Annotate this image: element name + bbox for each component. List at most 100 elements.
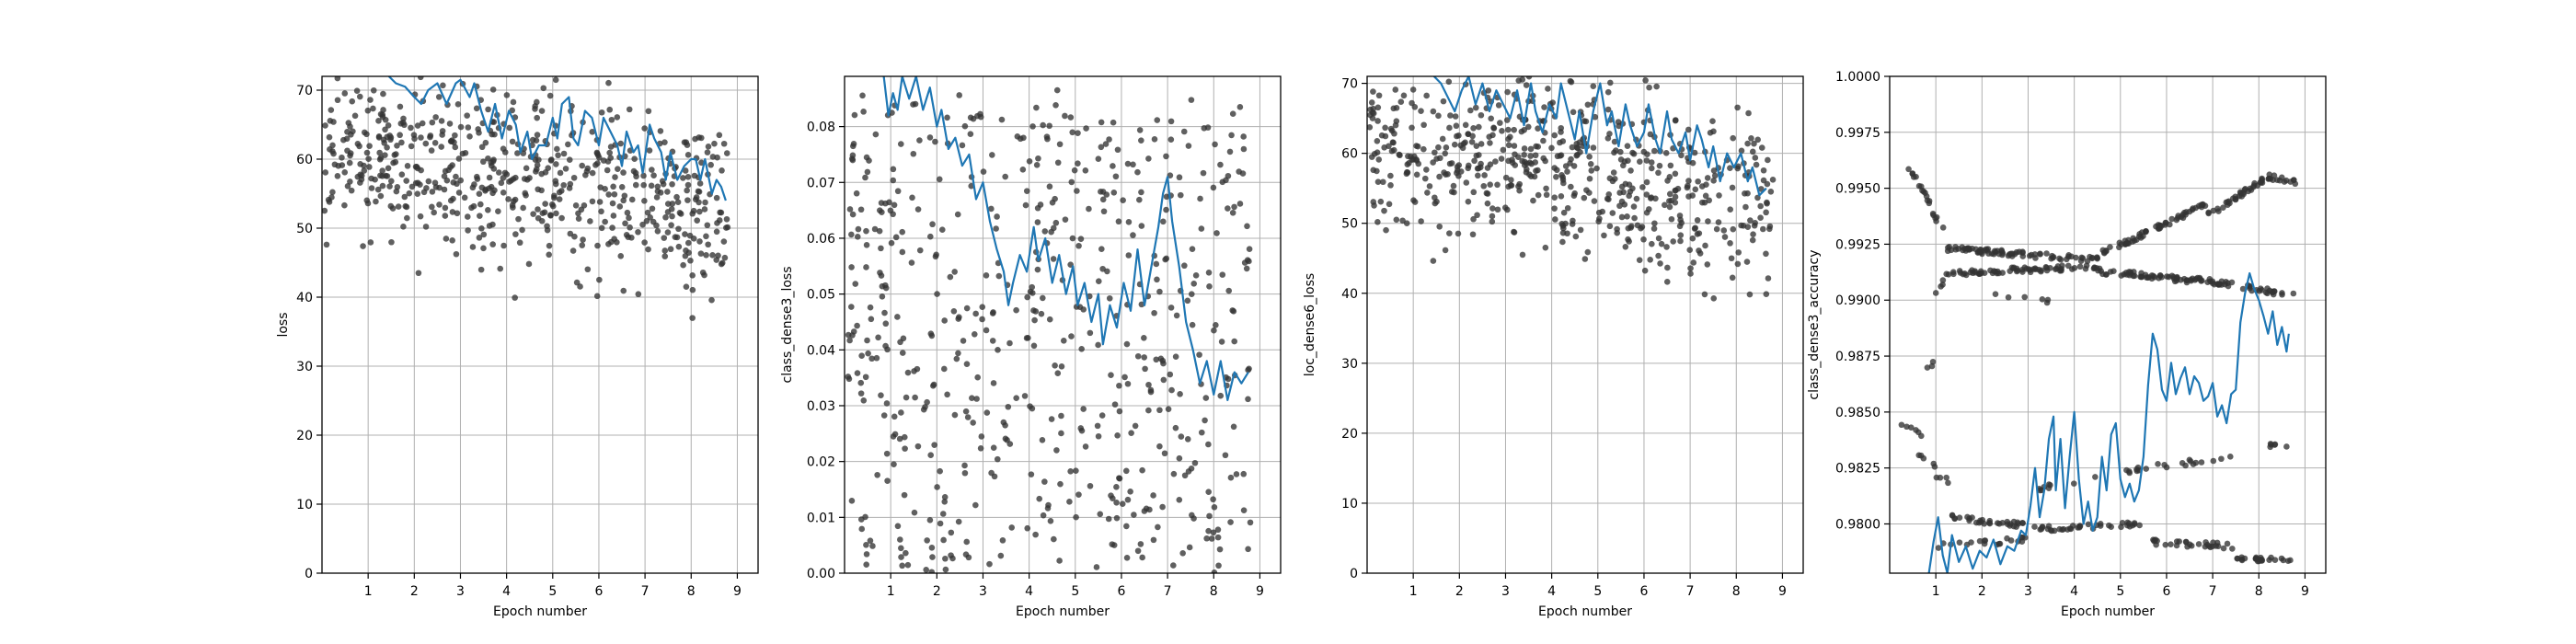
x-tick-label: 5 (1071, 584, 1079, 599)
scatter-point (620, 287, 627, 294)
scatter-point (2225, 198, 2232, 205)
scatter-point (429, 189, 436, 195)
scatter-point (1202, 395, 1210, 401)
scatter-point (1170, 562, 1177, 569)
scatter-point (1114, 432, 1121, 439)
scatter-point (477, 213, 483, 219)
scatter-point (510, 98, 517, 106)
scatter-point (368, 185, 375, 191)
scatter-point (581, 202, 588, 209)
scatter-point (1905, 166, 1912, 173)
scatter-point (897, 339, 903, 346)
scatter-point (635, 228, 641, 236)
scatter-point (1763, 209, 1769, 216)
scatter-point (525, 260, 533, 268)
scatter-point (910, 150, 917, 157)
scatter-point (1030, 342, 1038, 350)
scatter-point (398, 139, 405, 146)
scatter-point (2204, 279, 2211, 285)
scatter-point (453, 250, 460, 258)
scatter-point (1932, 214, 1938, 222)
scatter-point (602, 218, 608, 225)
scatter-point (2143, 228, 2149, 235)
scatter-point (2251, 179, 2258, 187)
scatter-point (714, 220, 720, 226)
scatter-point (457, 177, 465, 184)
scatter-point (1551, 132, 1558, 139)
scatter-point (1557, 153, 1564, 159)
scatter-point (1116, 382, 1122, 389)
scatter-point (1236, 104, 1244, 110)
scatter-point (1487, 140, 1493, 146)
scatter-point (418, 134, 424, 141)
scatter-point (1225, 287, 1233, 294)
scatter-point (1488, 115, 1494, 122)
scatter-point (2058, 267, 2064, 274)
scatter-point (995, 272, 1003, 280)
scatter-point (2031, 523, 2038, 530)
scatter-point (988, 205, 995, 213)
scatter-point (348, 187, 355, 194)
scatter-point (1062, 112, 1068, 120)
scatter-point (1024, 293, 1030, 301)
scatter-point (1112, 173, 1120, 180)
scatter-point (1185, 468, 1192, 475)
scatter-point (961, 462, 968, 469)
scatter-point (1677, 237, 1684, 245)
scatter-point (669, 201, 676, 207)
scatter-point (534, 114, 540, 121)
scatter-point (1470, 189, 1478, 196)
scatter-point (1727, 240, 1733, 247)
scatter-point (449, 209, 456, 215)
scatter-point (890, 177, 897, 184)
scatter-point (1374, 138, 1381, 144)
x-tick-label: 3 (979, 584, 987, 599)
scatter-point (1035, 155, 1041, 162)
y-tick-label: 0 (1350, 567, 1358, 581)
scatter-point (684, 197, 691, 203)
scatter-point (583, 167, 591, 175)
scatter-point (1518, 128, 1525, 135)
scatter-point (452, 144, 459, 151)
scatter-point (901, 491, 908, 499)
scatter-point (979, 304, 986, 311)
scatter-point (1168, 386, 1175, 394)
scatter-point (1504, 88, 1511, 96)
scatter-point (1562, 163, 1570, 169)
scatter-point (2019, 519, 2026, 526)
scatter-point (1369, 115, 1376, 121)
scatter-point (538, 187, 545, 194)
scatter-point (435, 94, 443, 100)
scatter-point (360, 243, 366, 249)
scatter-point (686, 232, 694, 239)
scatter-point (937, 467, 943, 475)
scatter-point (644, 209, 651, 216)
loc-dense6-loss-y-axis-label: loc_dense6_loss (1303, 273, 1317, 376)
scatter-point (450, 179, 457, 186)
scatter-point (1226, 148, 1234, 155)
scatter-point (1938, 283, 1944, 290)
scatter-point (994, 213, 1000, 220)
scatter-point (510, 204, 516, 211)
scatter-point (1083, 125, 1089, 132)
scatter-point (1040, 512, 1047, 519)
scatter-point (2077, 258, 2085, 264)
scatter-point (1110, 189, 1118, 196)
scatter-point (523, 165, 530, 172)
scatter-point (1640, 148, 1648, 155)
scatter-point (454, 101, 462, 108)
scatter-point (1686, 247, 1694, 253)
scatter-point (1374, 104, 1382, 111)
scatter-point (512, 231, 519, 237)
scatter-point (720, 238, 728, 245)
x-tick-label: 9 (1256, 584, 1264, 599)
scatter-point (515, 215, 522, 223)
scatter-point (1678, 152, 1685, 159)
scatter-point (1393, 105, 1400, 111)
scatter-point (2031, 251, 2039, 258)
scatter-point (1459, 144, 1466, 152)
scatter-point (986, 560, 993, 568)
scatter-point (914, 206, 922, 213)
scatter-point (1227, 519, 1234, 525)
scatter-point (1154, 276, 1160, 283)
